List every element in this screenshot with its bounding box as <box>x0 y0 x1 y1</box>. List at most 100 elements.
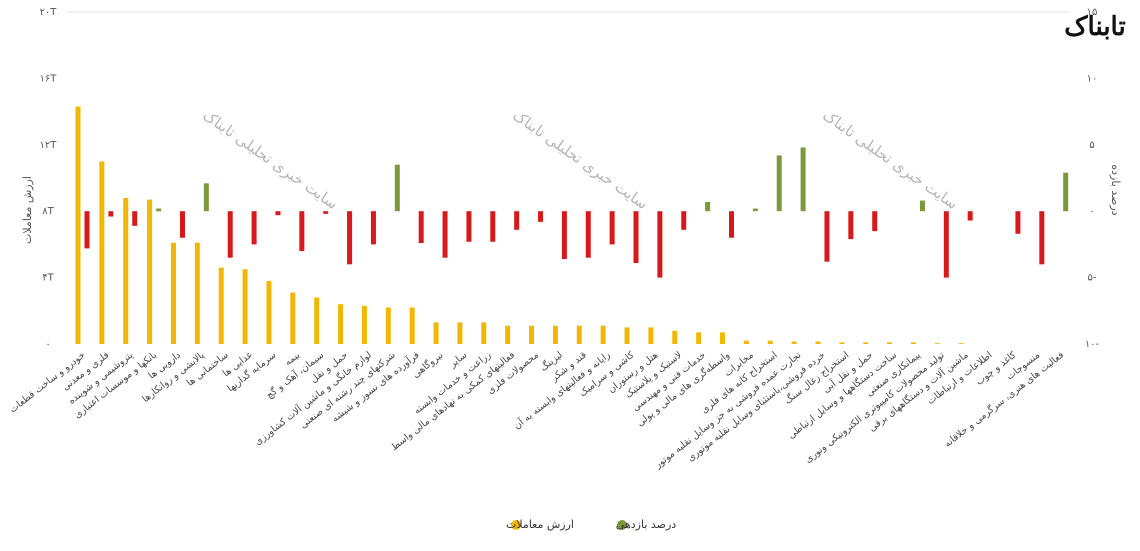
value-bar <box>696 332 702 344</box>
value-bar <box>457 322 463 344</box>
return-bar <box>752 208 758 212</box>
return-bar <box>299 211 305 252</box>
value-bar <box>314 297 320 344</box>
return-bar <box>227 211 233 258</box>
logo: تابناک <box>1064 12 1125 42</box>
return-bar <box>943 211 949 278</box>
value-bar <box>552 325 558 344</box>
return-bar <box>657 211 663 278</box>
watermark: سایت خبری تحلیلی تابناک <box>509 106 651 213</box>
y2-tick-label: ۵- <box>1088 273 1097 284</box>
return-bar <box>370 211 376 245</box>
value-bar <box>958 343 964 344</box>
y2-tick-label: ۰ <box>1089 206 1094 217</box>
return-bar <box>633 211 639 263</box>
return-bar <box>108 211 114 217</box>
y2-tick-label: ۱۰ <box>1087 73 1098 84</box>
return-bar <box>1039 211 1045 265</box>
return-bar <box>1015 211 1021 234</box>
value-bar <box>266 280 272 344</box>
value-bar <box>505 325 511 344</box>
value-bar <box>433 322 439 344</box>
return-bar <box>1063 172 1069 212</box>
return-bar <box>203 183 209 212</box>
value-bar <box>887 342 893 344</box>
value-bar <box>600 325 606 344</box>
return-bar <box>872 211 878 232</box>
return-bar <box>442 211 448 258</box>
value-bar <box>218 267 224 344</box>
legend-label: درصد بازدهی <box>616 518 677 531</box>
value-bar <box>743 340 749 344</box>
y-axis-title: ارزش معاملات <box>21 176 34 244</box>
y2-axis-title: درصد بازده <box>1109 164 1122 215</box>
return-bar <box>967 211 973 221</box>
watermark: سایت خبری تحلیلی تابناک <box>199 106 341 213</box>
return-bar <box>919 200 925 212</box>
legend-label: ارزش معاملات <box>506 518 574 531</box>
legend-swatch <box>511 520 521 530</box>
value-bar <box>719 332 725 344</box>
y-tick-label: ۴T <box>42 273 54 284</box>
return-bar <box>156 208 162 212</box>
watermark: سایت خبری تحلیلی تابناک <box>819 106 961 213</box>
y-tick-label: ۰ <box>45 339 50 350</box>
value-bar <box>194 242 200 344</box>
value-bar <box>361 305 367 344</box>
return-bar <box>800 147 806 212</box>
value-bar <box>839 342 845 344</box>
y-tick-label: ۲۰T <box>40 7 58 18</box>
value-bar <box>791 341 797 344</box>
return-bar <box>394 164 400 212</box>
return-bar <box>705 201 711 212</box>
return-bar <box>251 211 257 245</box>
value-bar <box>123 197 129 344</box>
value-bar <box>910 342 916 344</box>
return-bar <box>179 211 185 238</box>
return-bar <box>514 211 520 230</box>
value-bar <box>576 325 582 344</box>
y2-tick-label: ۱۰- <box>1085 339 1100 350</box>
return-bar <box>824 211 830 262</box>
return-bar <box>490 211 496 242</box>
value-bar <box>672 330 678 344</box>
y-tick-label: ۱۶T <box>40 73 58 84</box>
value-bar <box>75 106 81 345</box>
return-bar <box>585 211 591 258</box>
return-bar <box>275 211 281 216</box>
value-bar <box>934 343 940 344</box>
value-bar <box>529 325 535 344</box>
return-bar <box>418 211 424 244</box>
value-bar <box>624 327 630 344</box>
value-bar <box>242 269 248 344</box>
y2-tick-label: ۱۵ <box>1087 7 1098 18</box>
value-bar <box>863 342 869 344</box>
y2-tick-label: ۵ <box>1089 140 1094 151</box>
value-bar <box>147 199 153 344</box>
value-bar <box>99 161 105 344</box>
return-bar <box>609 211 615 245</box>
value-bar <box>409 307 415 344</box>
value-bar <box>170 242 176 344</box>
return-bar <box>776 155 782 212</box>
value-bar <box>338 304 344 344</box>
return-bar <box>561 211 567 260</box>
y-tick-label: ۱۲T <box>40 140 58 151</box>
y-tick-label: ۸T <box>42 206 54 217</box>
return-bar <box>538 211 544 222</box>
return-bar <box>466 211 472 242</box>
return-bar <box>681 211 687 230</box>
value-bar <box>767 340 773 344</box>
value-bar <box>385 307 391 344</box>
return-bar <box>728 211 734 238</box>
value-bar <box>648 327 654 344</box>
legend-swatch <box>617 520 627 530</box>
return-bar <box>132 211 138 226</box>
return-bar <box>347 211 353 265</box>
logo-box <box>1050 0 1140 50</box>
value-bar <box>815 341 821 344</box>
return-bar <box>848 211 854 240</box>
value-bar <box>481 322 487 344</box>
value-bar <box>290 292 296 344</box>
